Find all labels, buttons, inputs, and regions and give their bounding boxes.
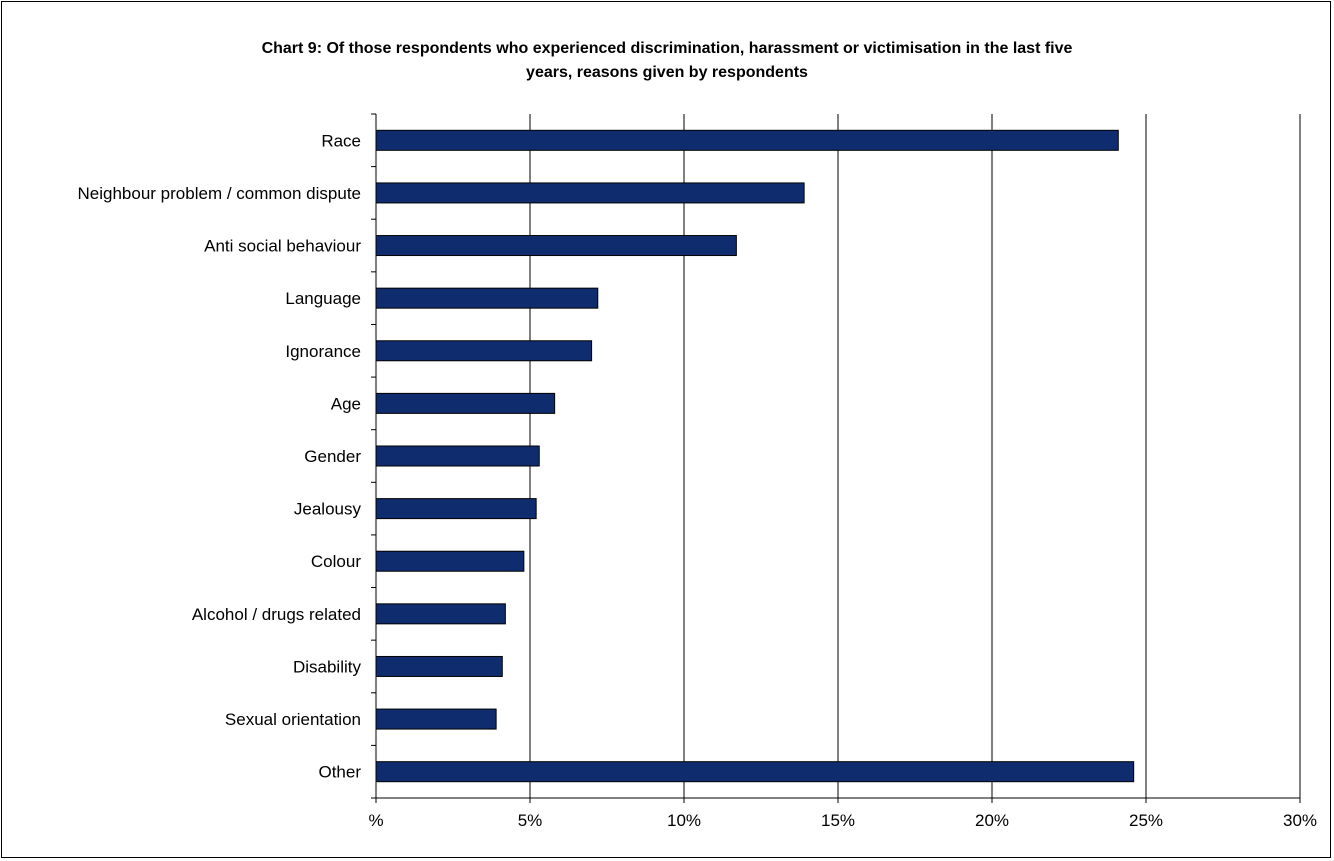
chart-title: Chart 9: Of those respondents who experi… — [100, 37, 1234, 85]
bar-3 — [375, 287, 599, 309]
chart-title-line-1: Chart 9: Of those respondents who experi… — [261, 40, 1073, 57]
category-label-3: Language — [285, 289, 361, 308]
category-label-12: Other — [318, 763, 361, 782]
x-tick-label-5: 25% — [1129, 811, 1163, 830]
bar-2 — [375, 235, 737, 257]
bar-6 — [375, 445, 540, 467]
x-tick-label-0: % — [368, 811, 383, 830]
bar-8 — [375, 550, 525, 572]
bar-9 — [375, 603, 506, 625]
chart-title-line-2: years, reasons given by respondents — [526, 64, 808, 81]
bar-10 — [375, 655, 503, 677]
category-label-7: Jealousy — [294, 500, 362, 519]
category-label-9: Alcohol / drugs related — [192, 605, 361, 624]
bar-4 — [375, 340, 593, 362]
category-label-6: Gender — [304, 447, 361, 466]
category-label-1: Neighbour problem / common dispute — [78, 184, 361, 203]
bar-1 — [375, 182, 805, 204]
x-tick-label-6: 30% — [1283, 811, 1317, 830]
bar-11 — [375, 708, 497, 730]
category-label-2: Anti social behaviour — [204, 237, 361, 256]
category-label-0: Race — [321, 131, 361, 150]
category-label-11: Sexual orientation — [225, 710, 361, 729]
bar-5 — [375, 392, 556, 414]
category-label-10: Disability — [293, 657, 362, 676]
bar-12 — [375, 761, 1135, 783]
category-label-5: Age — [331, 394, 361, 413]
bar-0 — [375, 129, 1119, 151]
x-tick-label-2: 10% — [667, 811, 701, 830]
category-label-8: Colour — [311, 552, 361, 571]
category-label-4: Ignorance — [285, 342, 361, 361]
x-tick-label-1: 5% — [518, 811, 543, 830]
x-tick-label-4: 20% — [975, 811, 1009, 830]
x-tick-label-3: 15% — [821, 811, 855, 830]
bar-7 — [375, 498, 537, 520]
